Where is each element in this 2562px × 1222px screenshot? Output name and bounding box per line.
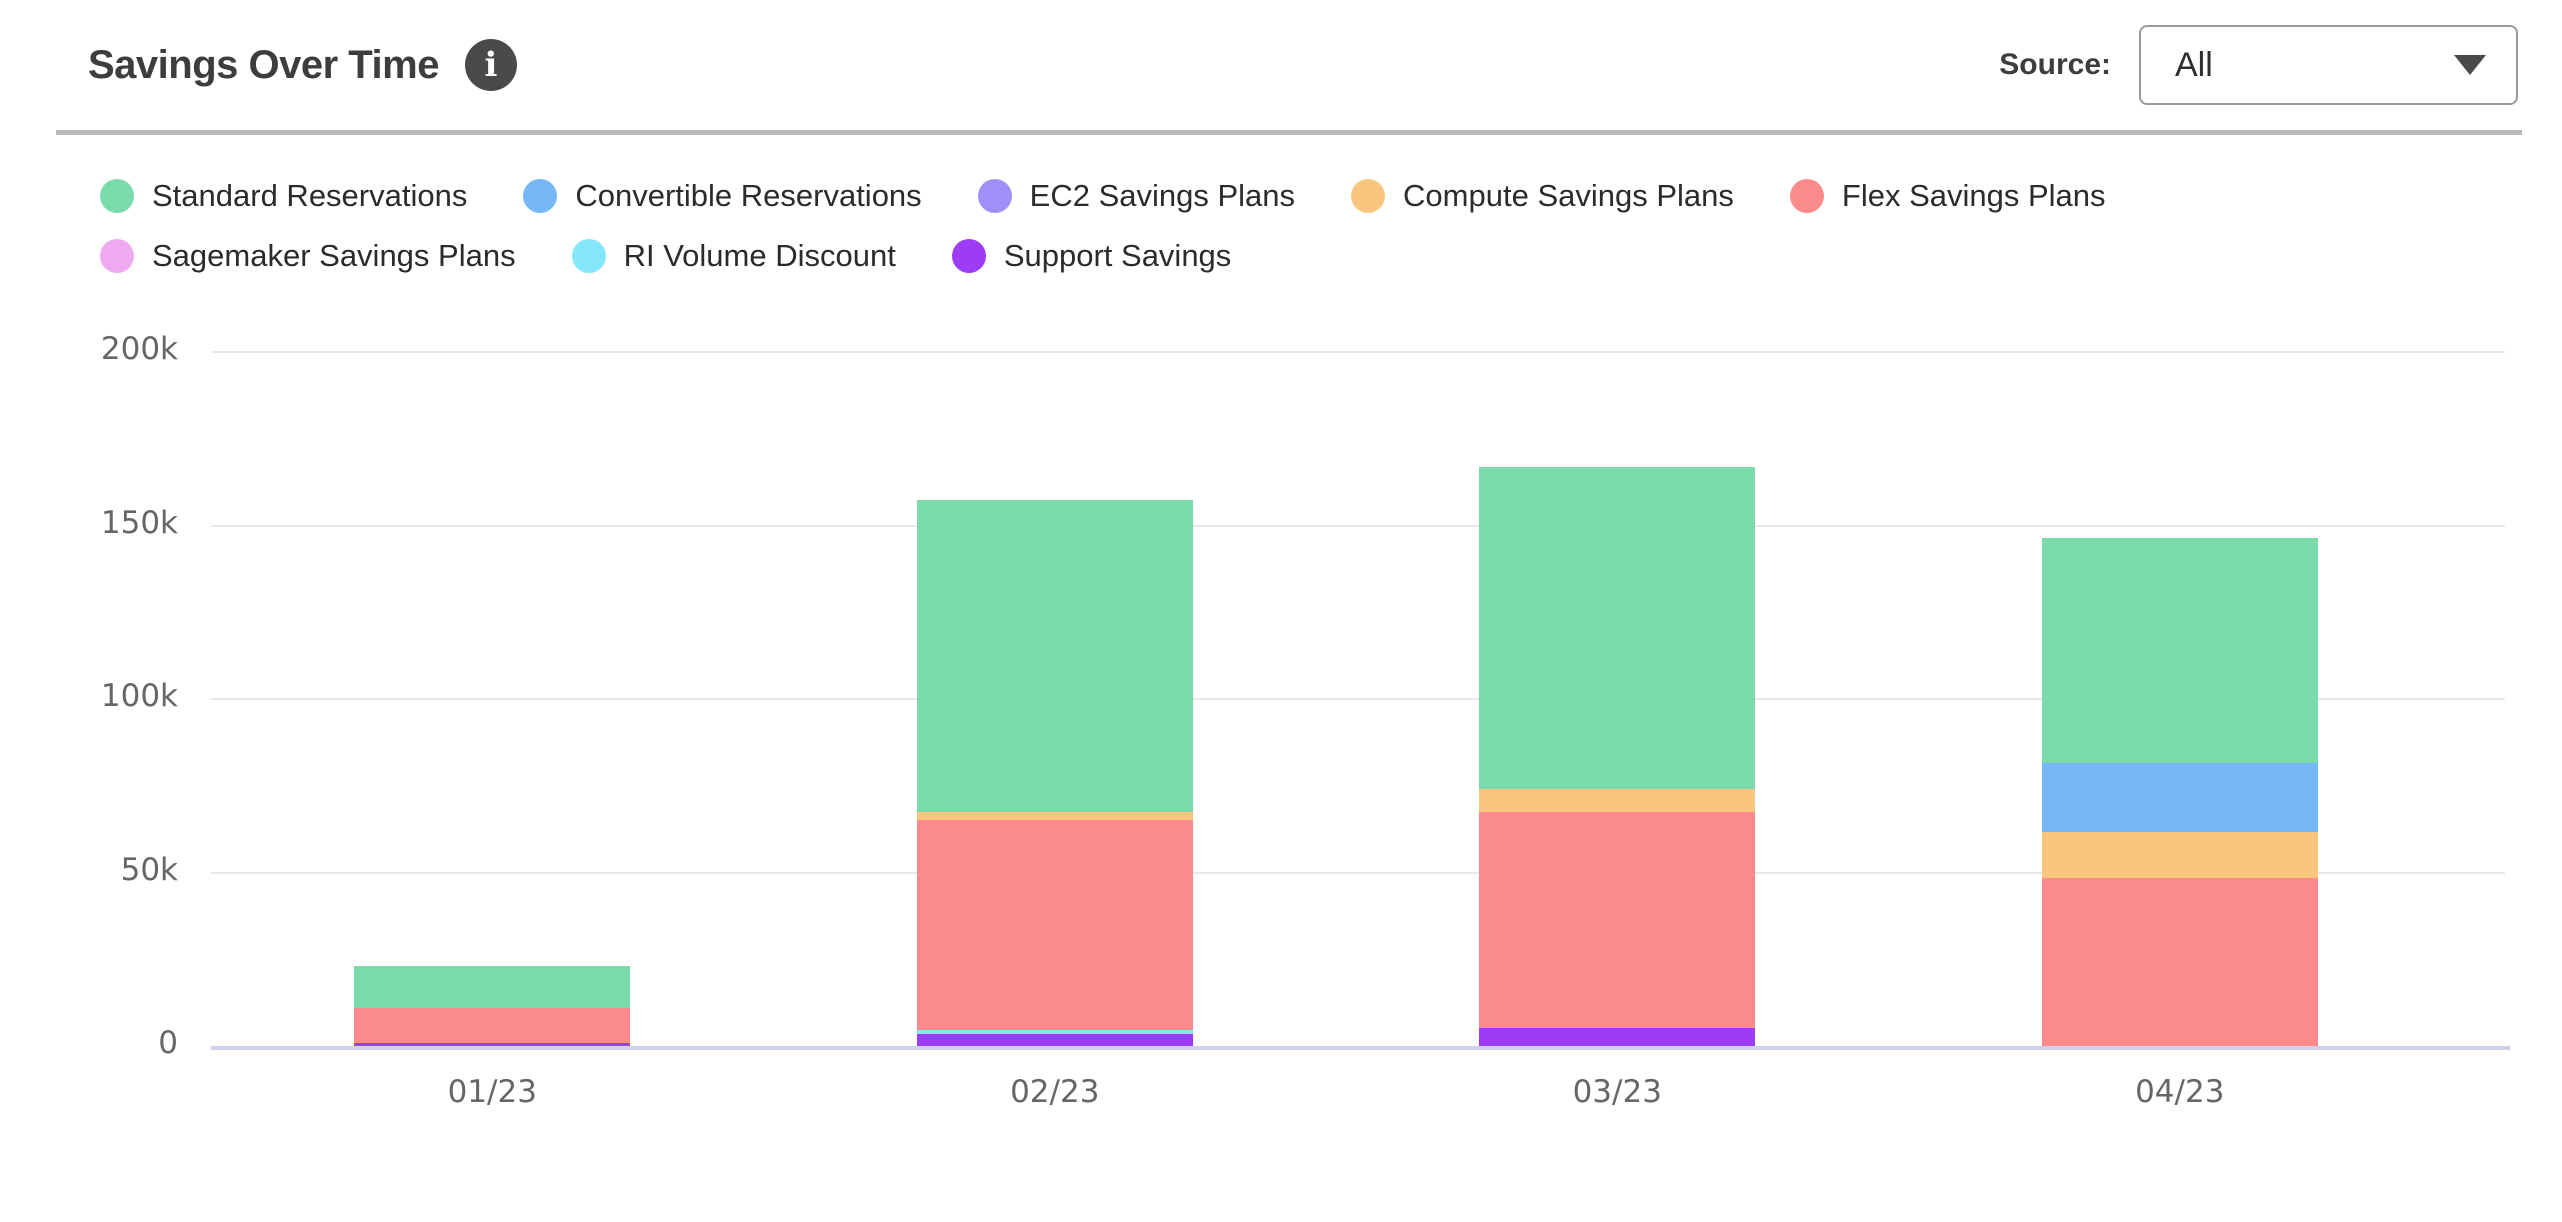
x-axis-tick-label: 03/23 xyxy=(1572,1074,1662,1110)
bar-segment-01-23-standard-reservations[interactable] xyxy=(354,965,631,1008)
bar-segment-02-23-ri-volume-discount[interactable] xyxy=(916,1030,1193,1034)
y-axis-tick-label: 0 xyxy=(158,1025,178,1061)
bar-segment-01-23-flex-savings-plans[interactable] xyxy=(354,1007,631,1043)
legend-label: Sagemaker Savings Plans xyxy=(152,238,516,273)
legend-dot-icon xyxy=(100,239,134,273)
bar-segment-02-23-compute-savings-plans[interactable] xyxy=(916,812,1193,821)
legend-label: EC2 Savings Plans xyxy=(1029,178,1296,213)
page-title: Savings Over Time xyxy=(88,42,439,87)
y-axis-tick-label: 150k xyxy=(100,504,178,541)
bar-segment-02-23-support-savings[interactable] xyxy=(916,1033,1193,1046)
panel-header: Savings Over Time i Source: All xyxy=(0,0,2562,130)
legend-dot-icon xyxy=(977,179,1012,213)
legend-item-flex-savings-plans[interactable]: Flex Savings Plans xyxy=(1789,172,2106,220)
gridline-100k xyxy=(211,698,2505,700)
legend-dot-icon xyxy=(1789,179,1824,213)
source-control: Source: All xyxy=(1999,25,2518,105)
bar-segment-03-23-compute-savings-plans[interactable] xyxy=(1479,789,1756,813)
gridline-150k xyxy=(211,524,2505,527)
legend-item-standard-reservations[interactable]: Standard Reservations xyxy=(100,172,467,220)
source-label: Source: xyxy=(1999,48,2111,81)
x-axis-tick-label: 02/23 xyxy=(1010,1074,1100,1110)
bar-segment-04-23-convertible-reservations[interactable] xyxy=(2041,763,2318,832)
bar-segment-04-23-standard-reservations[interactable] xyxy=(2041,537,2318,764)
legend-dot-icon xyxy=(100,179,134,213)
gridline-200k xyxy=(211,351,2505,353)
legend-item-sagemaker-savings-plans[interactable]: Sagemaker Savings Plans xyxy=(100,232,516,280)
legend-label: Support Savings xyxy=(1003,238,1232,273)
legend-item-ri-volume-discount[interactable]: RI Volume Discount xyxy=(571,232,896,280)
gridline-50k xyxy=(211,871,2505,874)
bar-segment-03-23-standard-reservations[interactable] xyxy=(1479,467,1756,790)
bar-segment-02-23-standard-reservations[interactable] xyxy=(916,499,1193,813)
bar-segment-02-23-flex-savings-plans[interactable] xyxy=(916,820,1193,1031)
legend-item-ec2-savings-plans[interactable]: EC2 Savings Plans xyxy=(977,172,1296,220)
chevron-down-icon xyxy=(2454,55,2486,75)
legend-item-convertible-reservations[interactable]: Convertible Reservations xyxy=(523,172,922,220)
bar-segment-01-23-support-savings[interactable] xyxy=(354,1042,631,1046)
x-axis-line xyxy=(211,1046,2510,1050)
bar-segment-04-23-compute-savings-plans[interactable] xyxy=(2041,831,2318,879)
legend-label: Flex Savings Plans xyxy=(1841,178,2106,213)
y-axis-tick-label: 50k xyxy=(120,851,178,888)
title-wrap: Savings Over Time i xyxy=(88,39,517,91)
legend-item-compute-savings-plans[interactable]: Compute Savings Plans xyxy=(1351,172,1734,220)
chart-legend: Standard Reservations Convertible Reserva… xyxy=(100,172,2260,280)
source-dropdown-value: All xyxy=(2175,45,2213,84)
bar-segment-04-23-flex-savings-plans[interactable] xyxy=(2041,878,2318,1046)
legend-item-support-savings[interactable]: Support Savings xyxy=(951,232,1232,280)
legend-dot-icon xyxy=(523,179,558,213)
legend-dot-icon xyxy=(1351,179,1386,213)
x-axis-tick-label: 04/23 xyxy=(2135,1074,2225,1110)
legend-label: Standard Reservations xyxy=(152,178,468,213)
y-axis-tick-label: 200k xyxy=(100,331,178,367)
bar-segment-03-23-flex-savings-plans[interactable] xyxy=(1479,812,1756,1028)
legend-label: Convertible Reservations xyxy=(575,178,922,213)
legend-label: RI Volume Discount xyxy=(623,238,896,273)
x-axis-tick-label: 01/23 xyxy=(447,1074,537,1110)
y-axis-tick-label: 100k xyxy=(100,678,178,714)
info-icon[interactable]: i xyxy=(464,39,517,91)
legend-dot-icon xyxy=(571,239,606,273)
source-dropdown[interactable]: All xyxy=(2139,25,2518,105)
bar-segment-03-23-support-savings[interactable] xyxy=(1479,1027,1756,1046)
header-divider xyxy=(56,130,2522,135)
legend-dot-icon xyxy=(951,239,986,273)
legend-label: Compute Savings Plans xyxy=(1403,178,1734,213)
